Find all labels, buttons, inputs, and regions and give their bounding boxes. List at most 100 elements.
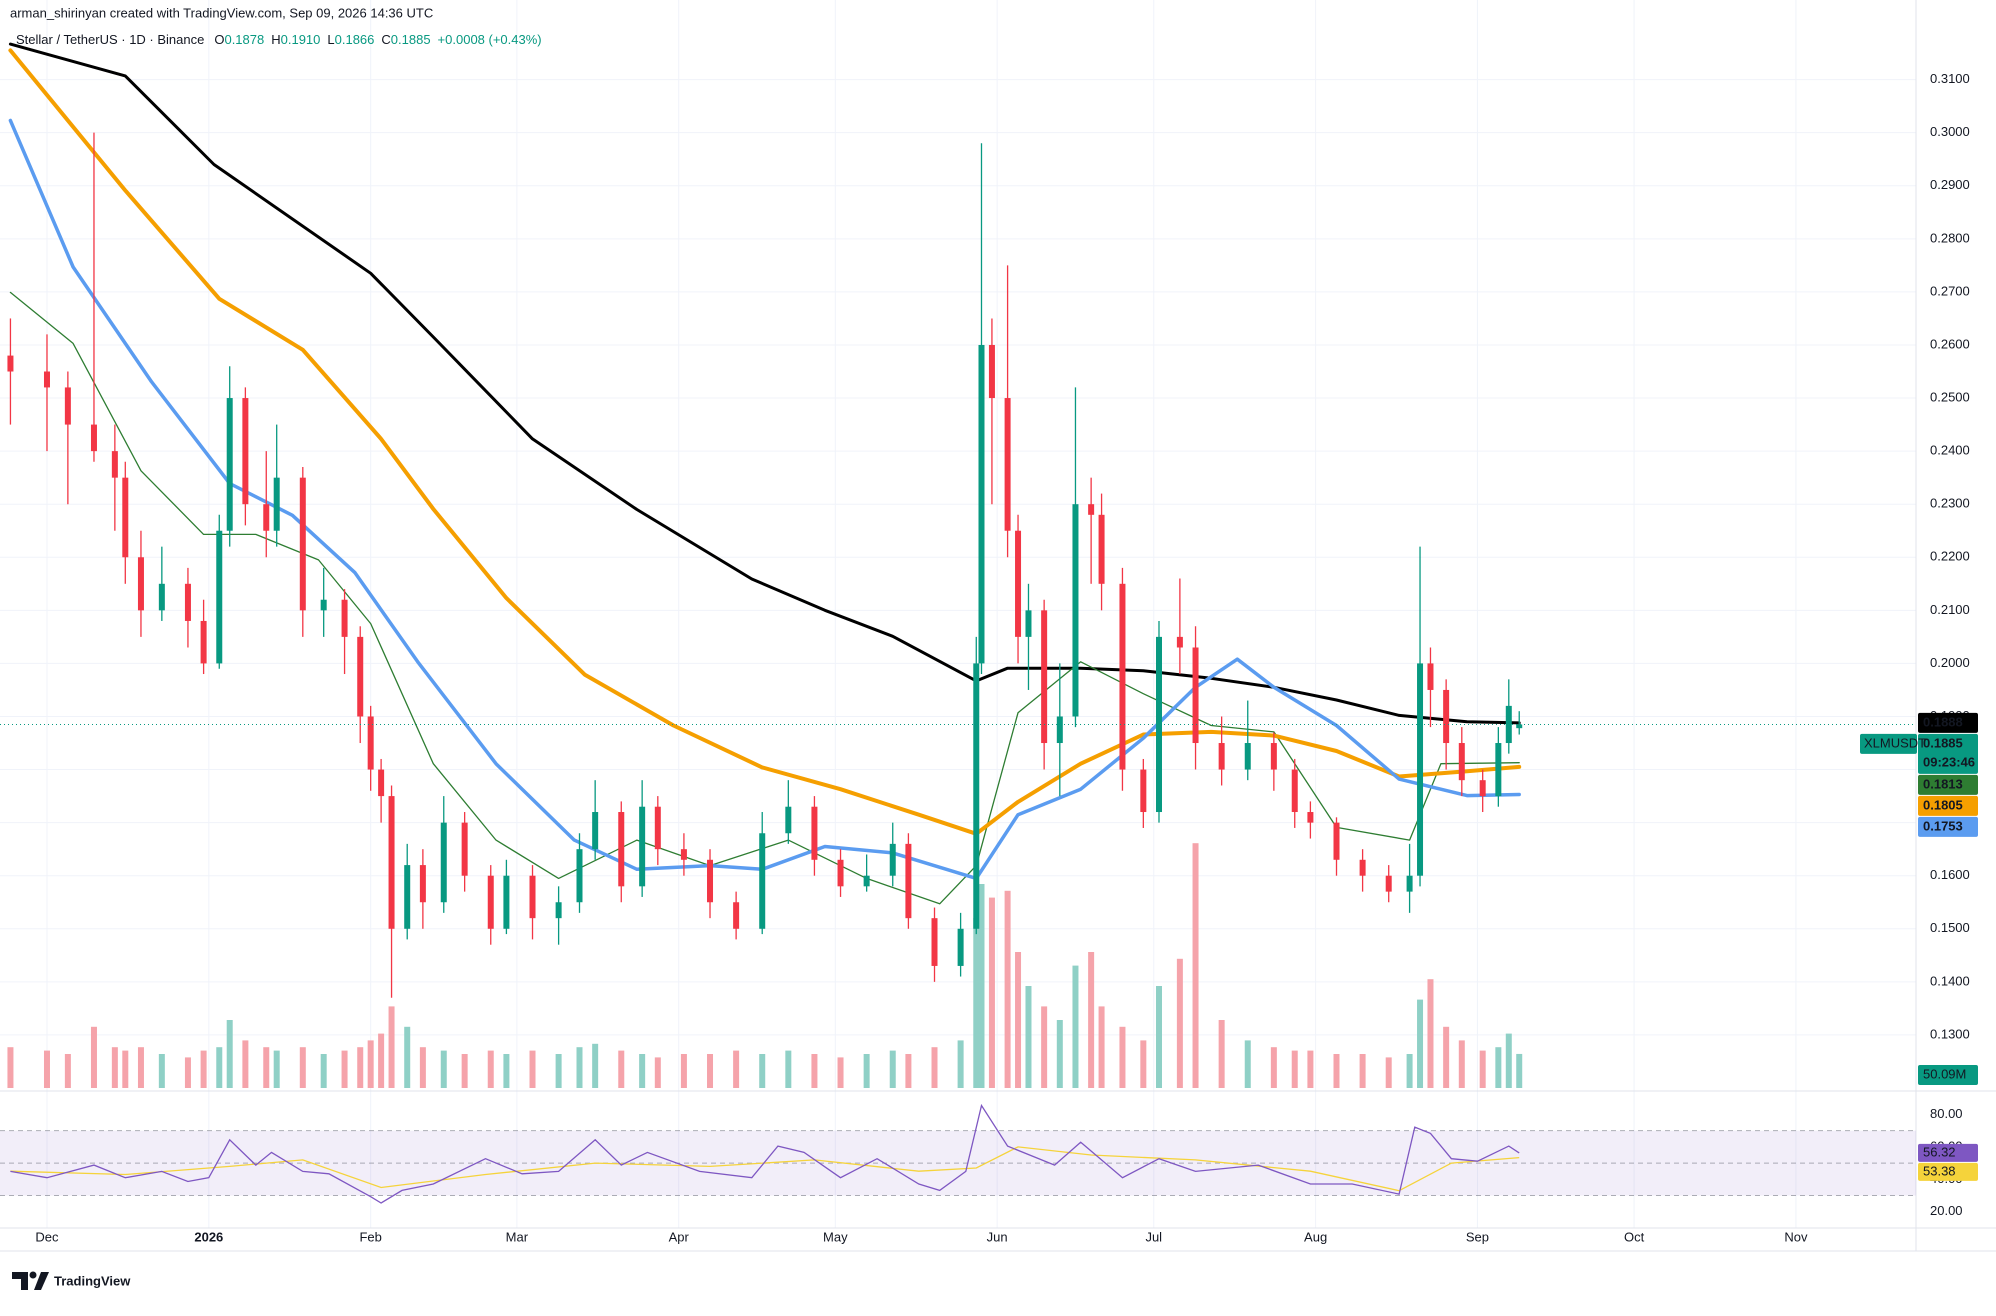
volume-bar bbox=[90, 1026, 97, 1088]
candle bbox=[122, 461, 129, 584]
candle-body bbox=[837, 859, 844, 887]
candle-body bbox=[503, 875, 510, 929]
volume-bar bbox=[759, 1054, 766, 1088]
ohlc-value: 0.1885 bbox=[391, 32, 431, 47]
candle-body bbox=[226, 398, 233, 531]
candle bbox=[1270, 732, 1277, 791]
candle bbox=[1458, 727, 1465, 797]
candle bbox=[957, 912, 964, 977]
candle-body bbox=[1155, 636, 1162, 813]
candle-body bbox=[1140, 769, 1147, 813]
volume-tag-label: 50.09M bbox=[1923, 1066, 1966, 1081]
rsi-tag-label: 56.32 bbox=[1923, 1144, 1956, 1159]
volume-bar bbox=[1417, 999, 1424, 1088]
candle-body bbox=[341, 599, 348, 637]
volume-bar bbox=[137, 1047, 144, 1088]
candle-body bbox=[957, 928, 964, 966]
candle bbox=[226, 366, 233, 547]
volume-bar bbox=[1119, 1026, 1126, 1088]
y-tick-label: 0.2400 bbox=[1930, 443, 1970, 458]
candle bbox=[90, 132, 97, 462]
candle-body bbox=[216, 530, 223, 664]
candle bbox=[931, 907, 938, 982]
candle-body bbox=[555, 902, 562, 919]
candle-body bbox=[931, 918, 938, 966]
volume-bar bbox=[957, 1040, 964, 1088]
candle-body bbox=[905, 843, 912, 919]
price-tag-box bbox=[1918, 733, 1978, 774]
volume-bar bbox=[555, 1054, 562, 1088]
volume-bar bbox=[419, 1047, 426, 1088]
candle bbox=[1056, 663, 1063, 797]
y-tick-label: 0.2700 bbox=[1930, 283, 1970, 298]
candle-body bbox=[1119, 583, 1126, 770]
volume-bar bbox=[529, 1050, 536, 1088]
ohlc-value: 0.1878 bbox=[224, 32, 264, 47]
candle-body bbox=[320, 599, 327, 611]
candle-body bbox=[1218, 743, 1225, 770]
price-tag-box bbox=[1918, 712, 1978, 733]
y-tick-label: 0.3000 bbox=[1930, 124, 1970, 139]
y-tick-label: 0.3100 bbox=[1930, 71, 1970, 86]
candle bbox=[1025, 583, 1032, 690]
volume-bar bbox=[733, 1050, 740, 1088]
volume-bar bbox=[1098, 1006, 1105, 1088]
y-tick-label: 0.2600 bbox=[1930, 336, 1970, 351]
y-tick-label: 0.2800 bbox=[1930, 230, 1970, 245]
candle-body bbox=[576, 849, 583, 903]
candle bbox=[733, 891, 740, 940]
candle-body bbox=[889, 843, 896, 876]
rsi-tick-label: 20.00 bbox=[1930, 1203, 1963, 1218]
brand-logo: TradingView bbox=[12, 1271, 131, 1290]
candle-body bbox=[1359, 859, 1366, 876]
candle bbox=[1119, 567, 1126, 791]
candle-body bbox=[618, 812, 625, 887]
volume-bar bbox=[1270, 1047, 1277, 1088]
price-tag-box bbox=[1918, 774, 1978, 795]
candle bbox=[1004, 265, 1011, 558]
candle bbox=[973, 636, 980, 935]
candle-body bbox=[654, 806, 661, 850]
symbol-tag-label: XLMUSDT bbox=[1864, 735, 1926, 750]
ohlc-key: L bbox=[327, 32, 334, 47]
volume-tag: 50.09M bbox=[1918, 1065, 1978, 1085]
candle-body bbox=[299, 477, 306, 611]
volume-bar bbox=[889, 1050, 896, 1088]
y-tick-label: 0.2900 bbox=[1930, 177, 1970, 192]
ohlc-value: 0.1866 bbox=[335, 32, 375, 47]
candle bbox=[1417, 546, 1424, 887]
candle bbox=[1333, 817, 1340, 876]
volume-bar bbox=[273, 1050, 280, 1088]
candle bbox=[905, 833, 912, 929]
candle bbox=[639, 780, 646, 897]
x-tick-label: Jul bbox=[1145, 1229, 1162, 1244]
volume-bar bbox=[1244, 1040, 1251, 1088]
candle-body bbox=[122, 477, 129, 558]
candle bbox=[1307, 801, 1314, 839]
x-tick-label: Apr bbox=[669, 1229, 690, 1244]
volume-bar bbox=[707, 1054, 714, 1088]
volume-bar bbox=[242, 1040, 249, 1088]
candle-body bbox=[64, 387, 71, 425]
y-tick-label: 0.1300 bbox=[1930, 1026, 1970, 1041]
ohlc-key: O bbox=[214, 32, 224, 47]
candle bbox=[299, 467, 306, 637]
candle bbox=[137, 530, 144, 637]
candle bbox=[759, 812, 766, 935]
candle-body bbox=[680, 849, 687, 860]
candle bbox=[576, 833, 583, 913]
rsi-tag: 53.38 bbox=[1918, 1162, 1978, 1181]
candle bbox=[43, 334, 50, 452]
x-tick-label: Jun bbox=[987, 1229, 1008, 1244]
volume-bar bbox=[299, 1047, 306, 1088]
candle-body bbox=[158, 583, 165, 611]
volume-bar bbox=[1041, 1006, 1048, 1088]
candle bbox=[707, 849, 714, 919]
candle bbox=[1176, 578, 1183, 675]
candle bbox=[320, 567, 327, 637]
candle bbox=[1140, 758, 1147, 828]
volume-bar bbox=[341, 1050, 348, 1088]
candle-body bbox=[388, 796, 395, 929]
candle-body bbox=[1458, 743, 1465, 781]
